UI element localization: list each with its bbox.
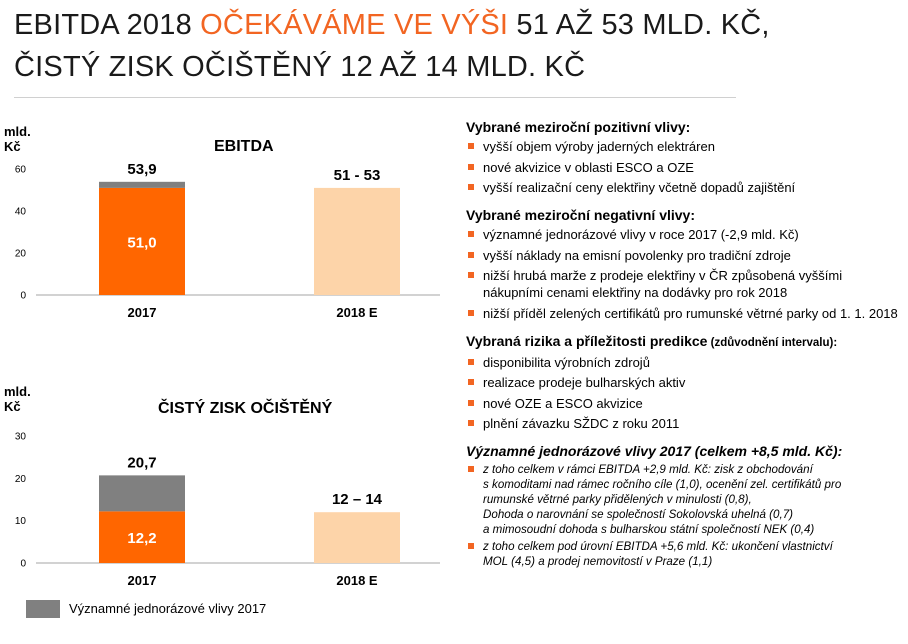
net-profit-y-tick-label: 10 <box>15 516 27 527</box>
ebitda-total-label: 53,9 <box>127 161 156 178</box>
net-profit-y-tick-label: 30 <box>15 432 27 443</box>
list-item: z toho celkem v rámci EBITDA +2,9 mld. K… <box>466 462 902 537</box>
net-profit-bar-segment <box>314 512 400 563</box>
positive-effects-heading: Vybrané meziroční pozitivní vlivy: <box>466 119 691 135</box>
ebitda-y-axis-label: mld. Kč <box>4 124 31 154</box>
right-panel: Vybrané meziroční pozitivní vlivy: vyšší… <box>466 118 902 571</box>
ebitda-y-tick-label: 40 <box>15 207 27 218</box>
ebitda-y-tick-label: 20 <box>15 249 27 260</box>
list-item: z toho celkem pod úrovní EBITDA +5,6 mld… <box>466 539 902 569</box>
list-item: disponibilita výrobních zdrojů <box>466 354 902 371</box>
risks-list: disponibilita výrobních zdrojů realizace … <box>466 354 902 433</box>
net-profit-total-label: 12 – 14 <box>332 491 383 508</box>
title-highlight: OČEKÁVÁME VE VÝŠI <box>200 9 509 41</box>
risks-section: Vybraná rizika a příležitosti predikce (… <box>466 332 902 433</box>
one-off-effects-list: z toho celkem v rámci EBITDA +2,9 mld. K… <box>466 462 902 569</box>
ebitda-inner-value-label: 51,0 <box>127 234 156 251</box>
list-item: realizace prodeje bulharských aktiv <box>466 374 902 391</box>
list-item: nižší hrubá marže z prodeje elektřiny v … <box>466 267 902 301</box>
ebitda-bar-segment <box>314 187 400 295</box>
ebitda-total-label: 51 - 53 <box>334 167 381 184</box>
net-profit-x-tick-label: 2018 E <box>336 573 378 588</box>
ebitda-bar-segment <box>99 187 185 295</box>
negative-effects-section: Vybrané meziroční negativní vlivy: význa… <box>466 206 902 322</box>
page-title-line-2: ČISTÝ ZISK OČIŠTĚNÝ 12 AŽ 14 MLD. KČ <box>14 51 586 83</box>
list-item: vyšší náklady na emisní povolenky pro tr… <box>466 247 902 264</box>
risks-heading: Vybraná rizika a příležitosti predikce (… <box>466 332 902 352</box>
list-item: nové OZE a ESCO akvizice <box>466 395 902 412</box>
ebitda-bar-segment <box>99 181 185 188</box>
list-item: významné jednorázové vlivy v roce 2017 (… <box>466 226 902 243</box>
net-profit-chart-title: ČISTÝ ZISK OČIŠTĚNÝ <box>158 400 333 417</box>
list-item: plnění závazku SŽDC z roku 2011 <box>466 415 902 432</box>
list-item: nové akvizice v oblasti ESCO a OZE <box>466 159 902 176</box>
header-divider <box>14 97 736 98</box>
risks-heading-note: (zdůvodnění intervalu): <box>707 336 838 349</box>
negative-effects-heading: Vybrané meziroční negativní vlivy: <box>466 207 696 223</box>
page-title-line-1: EBITDA 2018 OČEKÁVÁME VE VÝŠI 51 AŽ 53 M… <box>14 8 770 42</box>
positive-effects-list: vyšší objem výroby jaderných elektráren n… <box>466 138 902 196</box>
ebitda-chart-title: EBITDA <box>214 138 274 155</box>
list-item: vyšší objem výroby jaderných elektráren <box>466 138 902 155</box>
legend-label: Významné jednorázové vlivy 2017 <box>69 601 267 616</box>
list-item: nižší příděl zelených certifikátů pro ru… <box>466 305 902 322</box>
one-off-effects-heading: Významné jednorázové vlivy 2017 (celkem … <box>466 443 843 459</box>
list-item: vyšší realizační ceny elektřiny včetně d… <box>466 179 902 196</box>
net-profit-total-label: 20,7 <box>127 454 156 471</box>
legend-swatch-one-off <box>26 600 60 618</box>
net-profit-y-axis-label: mld. Kč <box>4 384 31 414</box>
ebitda-x-tick-label: 2018 E <box>336 305 378 320</box>
net-profit-chart-plot: 0 10 20 30 2017 20,7 12,2 2018 E 12 – 14 <box>15 432 440 588</box>
net-profit-bar-segment <box>99 511 185 563</box>
net-profit-y-tick-label: 0 <box>20 559 26 570</box>
one-off-effects-section: Významné jednorázové vlivy 2017 (celkem … <box>466 442 902 569</box>
positive-effects-section: Vybrané meziroční pozitivní vlivy: vyšší… <box>466 118 902 196</box>
net-profit-inner-value-label: 12,2 <box>127 530 156 547</box>
ebitda-chart-plot: 0 20 40 60 2017 53,9 51,0 2018 E 51 - 53 <box>15 161 440 320</box>
ebitda-y-tick-label: 0 <box>20 291 26 302</box>
title-text-end: 51 AŽ 53 MLD. KČ, <box>508 9 770 41</box>
net-profit-bar-segment <box>99 475 185 512</box>
negative-effects-list: významné jednorázové vlivy v roce 2017 (… <box>466 226 902 322</box>
ebitda-y-tick-label: 60 <box>15 165 27 176</box>
ebitda-x-tick-label: 2017 <box>128 305 157 320</box>
risks-heading-main: Vybraná rizika a příležitosti predikce <box>466 332 708 349</box>
net-profit-x-tick-label: 2017 <box>128 573 157 588</box>
net-profit-y-tick-label: 20 <box>15 474 27 485</box>
title-text-start: EBITDA 2018 <box>14 9 201 41</box>
